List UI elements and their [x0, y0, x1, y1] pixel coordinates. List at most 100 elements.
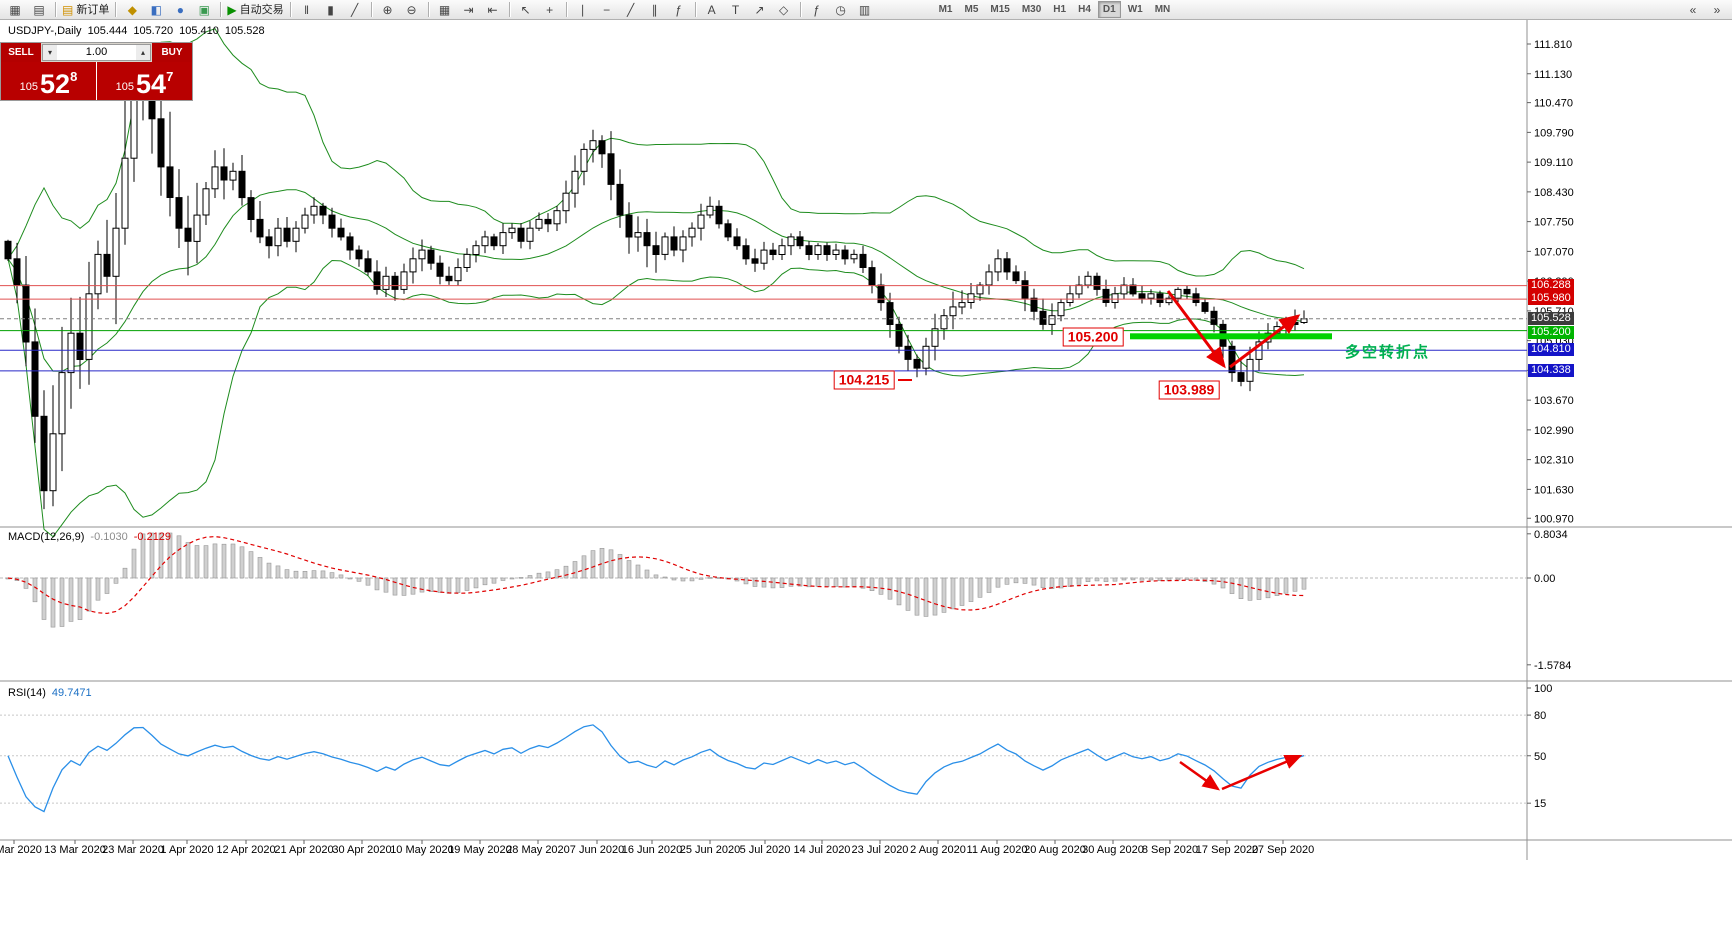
new-chart-button[interactable]: ▦ [3, 1, 27, 19]
svg-text:30 Aug 2020: 30 Aug 2020 [1082, 844, 1144, 856]
timeframe-m30-button[interactable]: M30 [1021, 4, 1042, 15]
new-order-button[interactable]: ▤ 新订单 [60, 1, 111, 19]
toolbar-separator [565, 2, 567, 17]
toolbar-overflow-left-button[interactable]: « [1689, 2, 1697, 17]
templates-button[interactable]: ▥ [853, 1, 877, 19]
timeframe-h4-button[interactable]: H4 [1078, 4, 1091, 15]
market-watch-icon: ◆ [127, 2, 137, 17]
tile-windows-button[interactable]: ▦ [433, 1, 457, 19]
macd-signal-line [7, 535, 1305, 615]
crosshair-icon: + [546, 2, 554, 17]
svg-text:25 Jun 2020: 25 Jun 2020 [680, 844, 741, 856]
toolbar-separator [55, 2, 56, 17]
chart-shift-button[interactable]: ⇤ [481, 1, 505, 19]
open-value: 105.444 [87, 25, 128, 37]
equidistant-channel-icon: ∥ [651, 2, 658, 17]
rsi-label: RSI(14) 49.7471 [8, 687, 98, 699]
macd-label: MACD(12,26,9) -0.1030 -0.2129 [8, 531, 177, 543]
bar-chart-icon: ‖ [304, 2, 310, 17]
svg-text:0.8034: 0.8034 [1534, 529, 1568, 541]
ask-price[interactable]: 105 54 7 [97, 62, 192, 100]
svg-text:30 Apr 2020: 30 Apr 2020 [332, 844, 391, 856]
svg-text:23 Mar 2020: 23 Mar 2020 [102, 844, 164, 856]
data-window-button[interactable]: ◧ [144, 1, 168, 19]
market-watch-button[interactable]: ◆ [120, 1, 144, 19]
timeframe-d1-button[interactable]: D1 [1097, 1, 1121, 18]
timeframe-h1-button[interactable]: H1 [1053, 4, 1067, 15]
navigator-icon: ● [176, 2, 184, 17]
timeframe-mn-button[interactable]: MN [1154, 4, 1171, 15]
sell-button[interactable]: SELL [1, 43, 41, 62]
terminal-icon: ▣ [198, 2, 211, 17]
indicators-button[interactable]: ƒ [805, 1, 829, 19]
horizontal-line-button[interactable]: − [595, 1, 619, 19]
svg-text:14 Jul 2020: 14 Jul 2020 [794, 844, 851, 856]
turning-point-annotation: 多空转折点 [1345, 344, 1431, 361]
timeframe-m1-button[interactable]: M1 [938, 4, 953, 15]
cursor-button[interactable]: ↖ [514, 1, 538, 19]
svg-text:17 Sep 2020: 17 Sep 2020 [1196, 844, 1258, 856]
svg-text:4 Mar 2020: 4 Mar 2020 [0, 844, 42, 856]
toolbar-separator [694, 2, 696, 17]
text-icon: A [707, 2, 716, 17]
fibonacci-retracement-icon: ƒ [675, 2, 682, 17]
annotation-arrows [898, 290, 1303, 791]
shapes-button[interactable]: ◇ [772, 1, 796, 19]
close-value: 105.528 [224, 25, 265, 37]
vertical-line-button[interactable]: ∣ [571, 1, 595, 19]
zoom-out-button[interactable]: ⊖ [400, 1, 424, 19]
symbol-period-label: USDJPY-,Daily [8, 25, 82, 37]
svg-text:80: 80 [1534, 710, 1546, 722]
bar-chart-button[interactable]: ‖ [295, 1, 319, 19]
terminal-button[interactable]: ▣ [192, 1, 216, 19]
timeframe-toolbar: M1 M5 M15 M30 H1 H4 D1 W1 MN [933, 1, 1177, 18]
new-chart-icon: ▦ [9, 2, 21, 17]
fibonacci-retracement-button[interactable]: ƒ [667, 1, 691, 19]
zoom-in-button[interactable]: ⊕ [376, 1, 400, 19]
ask-prefix: 105 [115, 81, 135, 93]
svg-text:11 Aug 2020: 11 Aug 2020 [967, 844, 1028, 856]
arrow-tool-icon: ↗ [754, 2, 765, 17]
autotrading-icon: ▶ [227, 2, 237, 17]
svg-text:1 Apr 2020: 1 Apr 2020 [160, 844, 213, 856]
toolbar-separator [799, 2, 801, 17]
autotrading-button[interactable]: ▶ 自动交易 [225, 1, 285, 19]
buy-button[interactable]: BUY [152, 43, 192, 62]
bid-price[interactable]: 105 52 8 [1, 62, 96, 100]
crosshair-button[interactable]: + [538, 1, 562, 19]
line-chart-button[interactable]: ╱ [343, 1, 367, 19]
periods-button[interactable]: ◷ [829, 1, 853, 19]
price-badge: 104.810 [1528, 343, 1574, 356]
text-button[interactable]: A [700, 1, 724, 19]
navigator-button[interactable]: ● [168, 1, 192, 19]
new-order-label: 新订单 [76, 3, 110, 16]
timeframe-w1-button[interactable]: W1 [1127, 4, 1143, 15]
toolbar-separator [289, 2, 291, 17]
price-badge: 105.528 [1528, 312, 1574, 325]
auto-scroll-button[interactable]: ⇥ [457, 1, 481, 19]
price-annotation-flag: 104.215 [833, 370, 895, 390]
toolbar-separator [220, 2, 222, 17]
svg-text:103.670: 103.670 [1534, 395, 1574, 407]
svg-text:111.130: 111.130 [1534, 69, 1572, 81]
candlestick-chart-button[interactable]: ▮ [319, 1, 343, 19]
volume-value[interactable]: 1.00 [85, 46, 108, 58]
data-window-icon: ◧ [150, 2, 163, 17]
bid-prefix: 105 [19, 81, 39, 93]
svg-text:16 Jun 2020: 16 Jun 2020 [622, 844, 683, 856]
chart-profiles-button[interactable]: ▤ [27, 1, 51, 19]
svg-text:20 Aug 2020: 20 Aug 2020 [1024, 844, 1086, 856]
toolbar-separator [370, 2, 372, 17]
arrow-tool-button[interactable]: ↗ [748, 1, 772, 19]
toolbar-overflow-right-button[interactable]: » [1713, 2, 1721, 17]
text-label-button[interactable]: T [724, 1, 748, 19]
volume-decrease-button[interactable]: ▾ [43, 45, 57, 60]
volume-increase-button[interactable]: ▴ [136, 45, 150, 60]
equidistant-channel-button[interactable]: ∥ [643, 1, 667, 19]
timeframe-m5-button[interactable]: M5 [964, 4, 979, 15]
timeframe-m15-button[interactable]: M15 [990, 4, 1010, 15]
svg-text:101.630: 101.630 [1534, 484, 1574, 496]
trendline-button[interactable]: ╱ [619, 1, 643, 19]
